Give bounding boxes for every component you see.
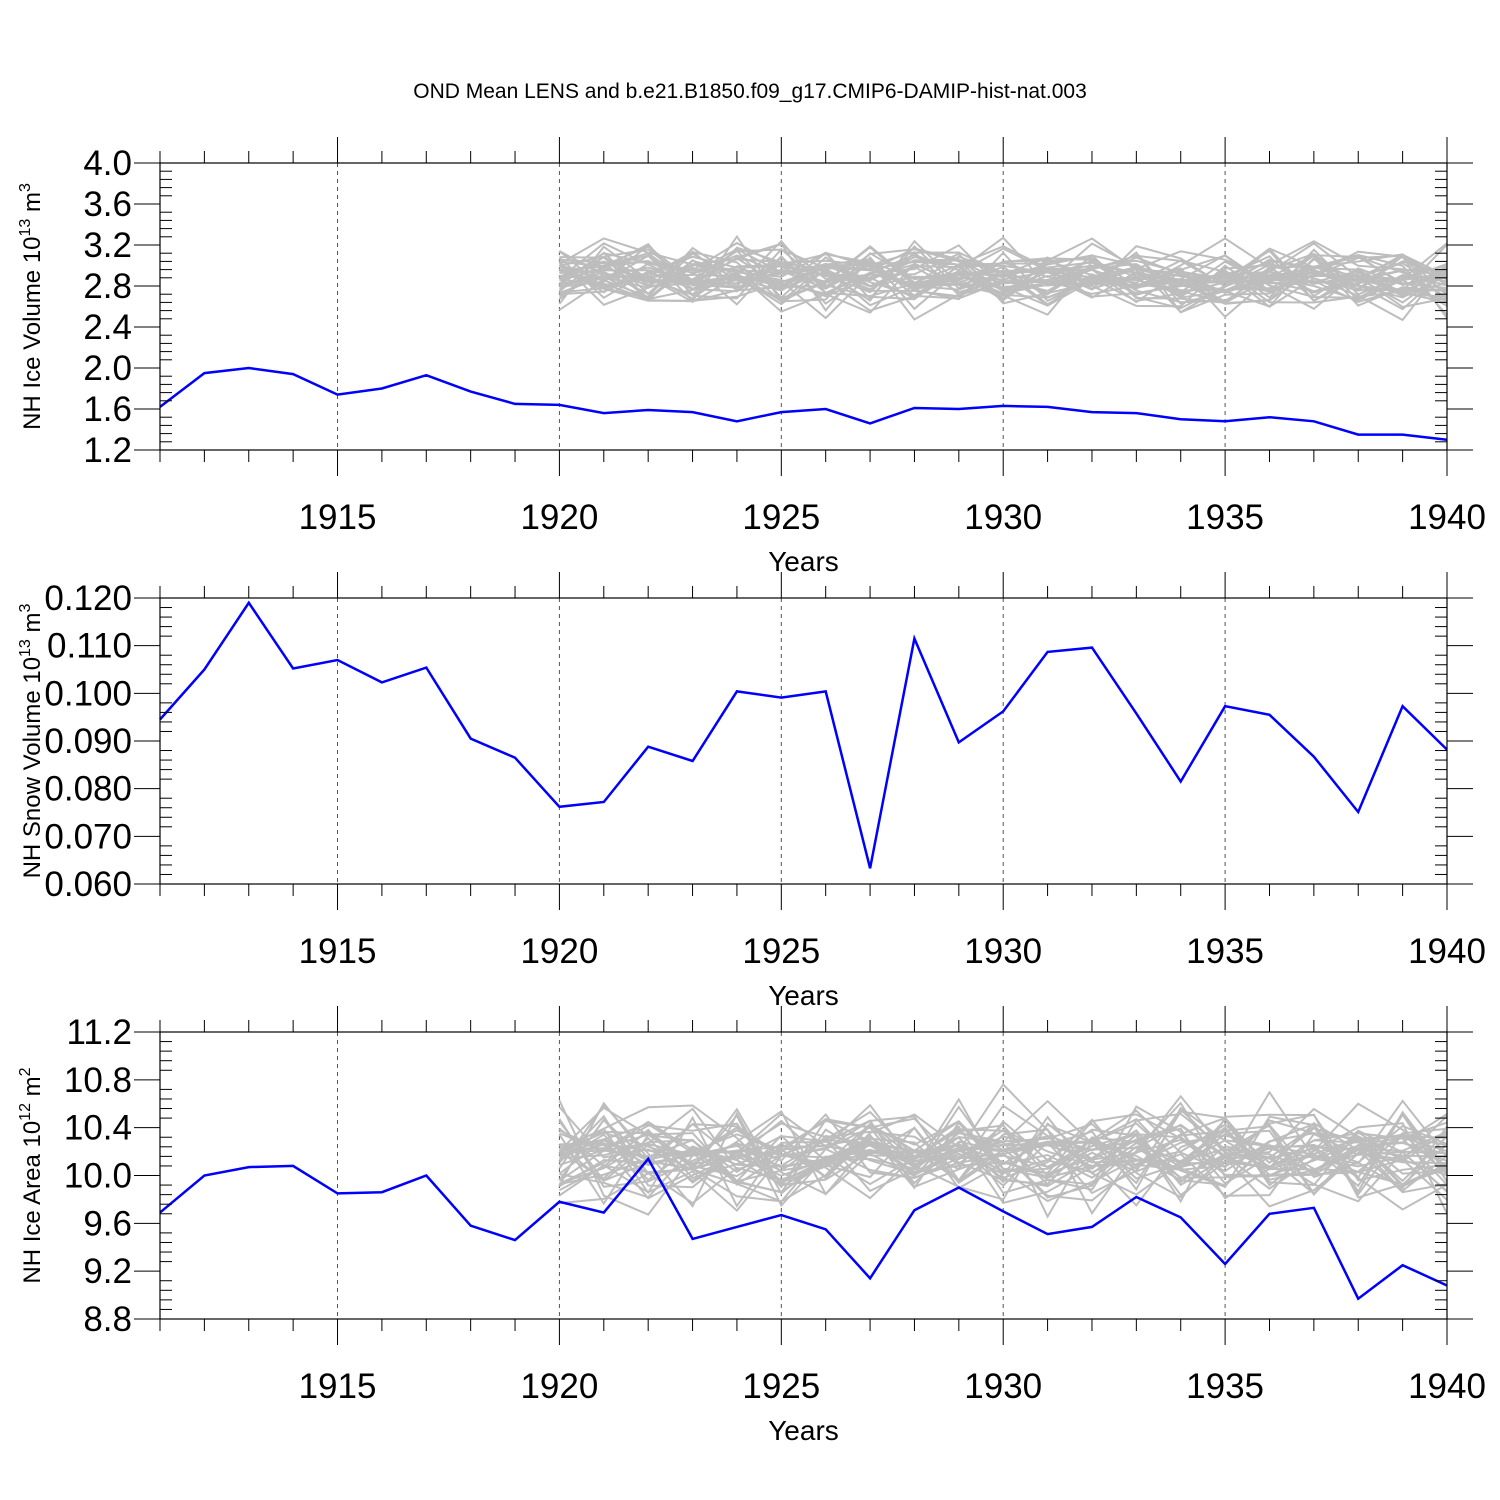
ensemble-members xyxy=(558,1082,1448,1219)
y-axis-label: NH Snow Volume 1013 m3 xyxy=(17,603,46,878)
ensemble-line xyxy=(559,1112,1448,1204)
ensemble-line xyxy=(558,242,1448,300)
plot-frame xyxy=(159,597,1448,885)
ensemble-line xyxy=(558,1133,1448,1208)
x-tick-label: 1935 xyxy=(1186,498,1264,537)
x-tick-label: 1925 xyxy=(742,932,820,971)
x-tick-label: 1930 xyxy=(964,1367,1042,1406)
ensemble-line xyxy=(558,250,1448,316)
ensemble-line xyxy=(558,1082,1448,1181)
y-tick-label: 0.120 xyxy=(44,579,132,618)
y-tick-label: 2.0 xyxy=(83,349,132,388)
figure-title: OND Mean LENS and b.e21.B1850.f09_g17.CM… xyxy=(413,80,1087,103)
y-tick-label: 0.100 xyxy=(44,674,132,713)
x-tick-label: 1925 xyxy=(742,1367,820,1406)
x-tick-label: 1925 xyxy=(742,498,820,537)
ensemble-line xyxy=(559,258,1448,301)
series-line xyxy=(159,1156,1448,1301)
x-tick-label: 1940 xyxy=(1408,498,1486,537)
y-tick-label: 10.4 xyxy=(64,1109,132,1148)
y-tick-label: 2.4 xyxy=(83,308,132,347)
x-tick-label: 1930 xyxy=(964,932,1042,971)
y-tick-label: 0.070 xyxy=(44,817,132,856)
ensemble-line xyxy=(559,251,1448,303)
x-tick-label: 1920 xyxy=(520,1367,598,1406)
ensemble-line xyxy=(558,242,1448,316)
y-tick-label: 2.8 xyxy=(83,267,132,306)
x-tick-label: 1935 xyxy=(1186,1367,1264,1406)
series-line xyxy=(159,366,1448,442)
x-tick-label: 1935 xyxy=(1186,932,1264,971)
ensemble-members xyxy=(558,234,1448,322)
y-axis-label: NH Ice Volume 1013 m3 xyxy=(17,183,46,430)
x-axis-label: Years xyxy=(768,1415,839,1446)
ensemble-line xyxy=(558,1106,1448,1199)
y-tick-label: 9.2 xyxy=(83,1252,132,1291)
y-tick-label: 0.080 xyxy=(44,770,132,809)
y-tick-label: 0.110 xyxy=(47,627,132,666)
x-tick-label: 1930 xyxy=(964,498,1042,537)
chart-panel-3: 1915 1920 1925 1930 1935 1940 Years 8.8 9.2 9.6 10… xyxy=(17,1006,1486,1446)
ensemble-line xyxy=(559,1105,1448,1205)
x-tick-label: 1915 xyxy=(299,1367,377,1406)
x-tick-label: 1920 xyxy=(520,498,598,537)
x-axis-label: Years xyxy=(768,980,839,1011)
y-tick-label: 10.8 xyxy=(64,1061,132,1100)
y-tick-label: 0.060 xyxy=(44,865,132,904)
ensemble-line xyxy=(558,1106,1448,1203)
y-tick-label: 8.8 xyxy=(83,1300,132,1339)
y-tick-label: 10.0 xyxy=(64,1157,132,1196)
ensemble-line xyxy=(558,1113,1448,1208)
x-tick-label: 1915 xyxy=(299,498,377,537)
panels: 1915 1920 1925 1930 1935 1940Years1.21.62.02.… xyxy=(17,137,1486,1446)
y-tick-label: 1.6 xyxy=(83,390,132,429)
y-tick-label: 1.2 xyxy=(83,431,132,470)
ensemble-line xyxy=(558,1119,1448,1194)
plot-frame xyxy=(159,162,1448,451)
ensemble-line xyxy=(558,1121,1448,1187)
y-tick-label: 3.6 xyxy=(83,185,132,224)
y-tick-label: 9.6 xyxy=(83,1204,132,1243)
chart-panel-1: 1915 1920 1925 1930 1935 1940Years1.21.62.02.… xyxy=(17,137,1486,577)
x-axis-label: Years xyxy=(768,546,839,577)
series-line xyxy=(159,600,1448,869)
x-tick-label: 1940 xyxy=(1408,1367,1486,1406)
chart-panel-2: 1915 1920 1925 1930 1935 1940 Years 0.060 0.070 0… xyxy=(17,572,1486,1011)
ensemble-line xyxy=(559,244,1447,303)
y-tick-label: 0.090 xyxy=(44,722,132,761)
ensemble-line xyxy=(558,245,1448,303)
ensemble-line xyxy=(558,1107,1448,1207)
x-tick-label: 1920 xyxy=(520,932,598,971)
y-tick-label: 3.2 xyxy=(83,226,132,265)
ensemble-line xyxy=(558,1094,1448,1216)
y-tick-label: 4.0 xyxy=(83,144,132,183)
ensemble-line xyxy=(558,1102,1448,1209)
x-tick-label: 1915 xyxy=(299,932,377,971)
x-tick-label: 1940 xyxy=(1408,932,1486,971)
y-tick-label: 11.2 xyxy=(66,1013,132,1052)
y-axis-label: NH Ice Area 1012 m2 xyxy=(17,1067,46,1283)
